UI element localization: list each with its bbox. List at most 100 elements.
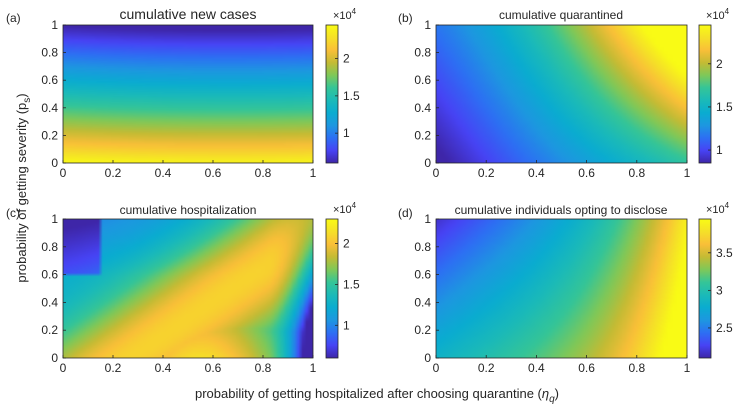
y-tick-label: 0.8 — [41, 46, 58, 60]
x-ticks-c: 0 0.2 0.4 0.6 0.8 1 — [60, 355, 317, 375]
colorbar-frame-a — [325, 24, 339, 164]
panel-label-d: (d) — [398, 206, 413, 220]
x-tick-label: 0.4 — [155, 361, 172, 375]
colorbar-tick-label: 3.5 — [716, 246, 733, 260]
y-tick-label: 0.2 — [41, 128, 58, 142]
y-tick-label: 0 — [424, 156, 431, 170]
y-ticks-a: 0 0.2 0.4 0.6 0.8 1 — [41, 18, 66, 170]
y-tick-label: 0.4 — [414, 101, 431, 115]
x-tick-label: 0.4 — [155, 166, 172, 180]
panel-title-d: cumulative individuals opting to disclos… — [455, 203, 668, 217]
colorbar-tick-label: 2 — [343, 237, 350, 251]
y-tick-label: 1 — [424, 212, 431, 226]
panel-d: (d) cumulative individuals opting to dis… — [398, 201, 733, 375]
panel-title-c: cumulative hospitalization — [120, 203, 257, 217]
panel-label-a: (a) — [6, 11, 21, 25]
x-tick-label: 0.4 — [528, 361, 545, 375]
colorbar-ticks-c: 11.52 — [335, 237, 360, 332]
colorbar-tick-label: 2 — [716, 57, 723, 71]
panel-b: (b) cumulative quarantined 0 0.2 0.4 0.6 0.8… — [398, 7, 733, 180]
x-tick-label: 0.2 — [105, 166, 122, 180]
x-tick-label: 0.2 — [105, 361, 122, 375]
y-ticks-b: 0 0.2 0.4 0.6 0.8 1 — [414, 18, 439, 170]
x-tick-label: 1 — [310, 361, 317, 375]
colorbar-b — [699, 25, 711, 163]
y-tick-label: 0.8 — [41, 240, 58, 254]
x-tick-label: 1 — [684, 166, 691, 180]
heatmap-image-a — [63, 25, 313, 163]
colorbar-frame-c — [325, 218, 339, 359]
colorbar-a — [326, 25, 338, 163]
panel-c: (c) cumulative hospitalization 0 0.2 0.4 0.… — [6, 201, 360, 375]
y-tick-label: 0.4 — [41, 101, 58, 115]
x-tick-label: 1 — [310, 166, 317, 180]
shared-y-axis-label: probability of getting severity (ps) — [14, 93, 33, 282]
axes-frame-a — [62, 24, 314, 164]
y-ticks-c: 0 0.2 0.4 0.6 0.8 1 — [41, 212, 66, 365]
y-tick-label: 0.6 — [414, 73, 431, 87]
y-tick-label: 1 — [51, 212, 58, 226]
colorbar-exponent-c: ×104 — [333, 201, 357, 216]
y-tick-label: 1 — [51, 18, 58, 32]
x-ticks-a: 0 0.2 0.4 0.6 0.8 1 — [60, 160, 317, 180]
colorbar-ticks-d: 2.5 3 3.5 — [708, 246, 733, 335]
x-tick-label: 0.6 — [205, 166, 222, 180]
colorbar-tick-label: 1 — [343, 318, 350, 332]
axes-frame-d — [435, 218, 688, 359]
y-ticks-d: 0 0.2 0.4 0.6 0.8 1 — [414, 212, 439, 365]
colorbar-c — [326, 219, 338, 358]
x-tick-label: 0 — [433, 361, 440, 375]
colorbar-d — [699, 219, 711, 358]
colorbar-tick-label: 2 — [343, 52, 350, 66]
colorbar-tick-label: 2.5 — [716, 321, 733, 335]
y-tick-label: 0.6 — [414, 268, 431, 282]
y-tick-label: 0.4 — [414, 295, 431, 309]
x-tick-label: 0.6 — [578, 361, 595, 375]
x-ticks-b: 0 0.2 0.4 0.6 0.8 1 — [433, 160, 691, 180]
y-tick-label: 0.8 — [414, 240, 431, 254]
colorbar-tick-label: 1 — [343, 126, 350, 140]
y-tick-label: 0.2 — [41, 323, 58, 337]
y-tick-label: 1 — [424, 18, 431, 32]
x-tick-label: 0.6 — [205, 361, 222, 375]
y-tick-label: 0.4 — [41, 295, 58, 309]
y-tick-label: 0.2 — [414, 128, 431, 142]
colorbar-tick-label: 3 — [716, 283, 723, 297]
heatmap-image-b — [436, 25, 687, 163]
x-tick-label: 0.8 — [628, 166, 645, 180]
y-tick-label: 0 — [424, 351, 431, 365]
shared-x-axis-label: probability of getting hospitalized afte… — [195, 386, 559, 405]
axes-frame-c — [62, 218, 314, 359]
x-tick-label: 0.8 — [628, 361, 645, 375]
panel-title-a: cumulative new cases — [120, 6, 257, 22]
x-ticks-d: 0 0.2 0.4 0.6 0.8 1 — [433, 355, 691, 375]
colorbar-exponent-a: ×104 — [333, 7, 357, 22]
panel-label-b: (b) — [398, 11, 413, 25]
colorbar-tick-label: 1.5 — [343, 89, 360, 103]
colorbar-exponent-b: ×104 — [706, 7, 730, 22]
x-tick-label: 0.6 — [578, 166, 595, 180]
y-tick-label: 0.8 — [414, 46, 431, 60]
colorbar-tick-label: 1.5 — [343, 277, 360, 291]
y-tick-label: 0.6 — [41, 268, 58, 282]
colorbar-tick-label: 1.5 — [716, 100, 733, 114]
panel-label-c: (c) — [6, 206, 20, 220]
panel-a: (a) cumulative new cases 0 0.2 0.4 0.6 0.8 1 … — [6, 6, 360, 180]
x-tick-label: 0.2 — [478, 361, 495, 375]
y-tick-label: 0 — [51, 351, 58, 365]
axes-frame-b — [435, 24, 688, 164]
colorbar-ticks-a: 11.52 — [335, 52, 360, 140]
colorbar-tick-label: 1 — [716, 143, 723, 157]
heatmap-image-c — [63, 219, 313, 358]
colorbar-exponent-d: ×104 — [706, 201, 730, 216]
colorbar-ticks-b: 11.52 — [708, 57, 733, 157]
y-tick-label: 0.2 — [414, 323, 431, 337]
colorbar-frame-d — [698, 218, 712, 359]
x-tick-label: 0 — [433, 166, 440, 180]
y-tick-label: 0.6 — [41, 73, 58, 87]
x-tick-label: 1 — [684, 361, 691, 375]
x-tick-label: 0.4 — [528, 166, 545, 180]
colorbar-frame-b — [698, 24, 712, 164]
panel-title-b: cumulative quarantined — [499, 8, 623, 22]
